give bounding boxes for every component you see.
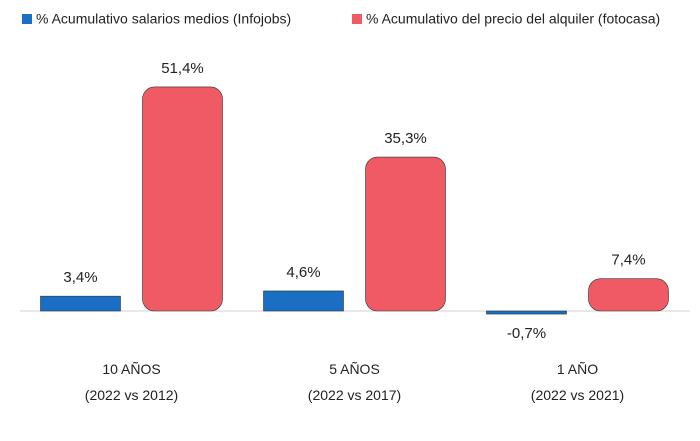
legend-label: % Acumulativo salarios medios (Infojobs) — [36, 11, 291, 27]
bar — [142, 86, 223, 312]
bar — [40, 295, 121, 312]
data-label: 4,6% — [286, 264, 320, 281]
bar — [365, 156, 446, 312]
x-tick-label: 5 AÑOS (2022 vs 2017) — [307, 361, 402, 403]
data-label: -0,7% — [507, 325, 546, 342]
data-label: 3,4% — [63, 269, 97, 286]
data-label: 7,4% — [611, 252, 645, 269]
data-label: 35,3% — [384, 130, 427, 147]
x-tick-label: 1 AÑO (2022 vs 2021) — [530, 361, 625, 403]
bar — [588, 278, 669, 312]
legend-swatch — [352, 14, 362, 24]
legend-label: % Acumulativo del precio del alquiler (f… — [366, 11, 660, 27]
data-label: 51,4% — [161, 60, 204, 77]
legend-swatch — [22, 14, 32, 24]
x-tick-label: 10 AÑOS (2022 vs 2012) — [84, 361, 179, 403]
bar — [263, 290, 344, 312]
bar — [486, 310, 567, 315]
